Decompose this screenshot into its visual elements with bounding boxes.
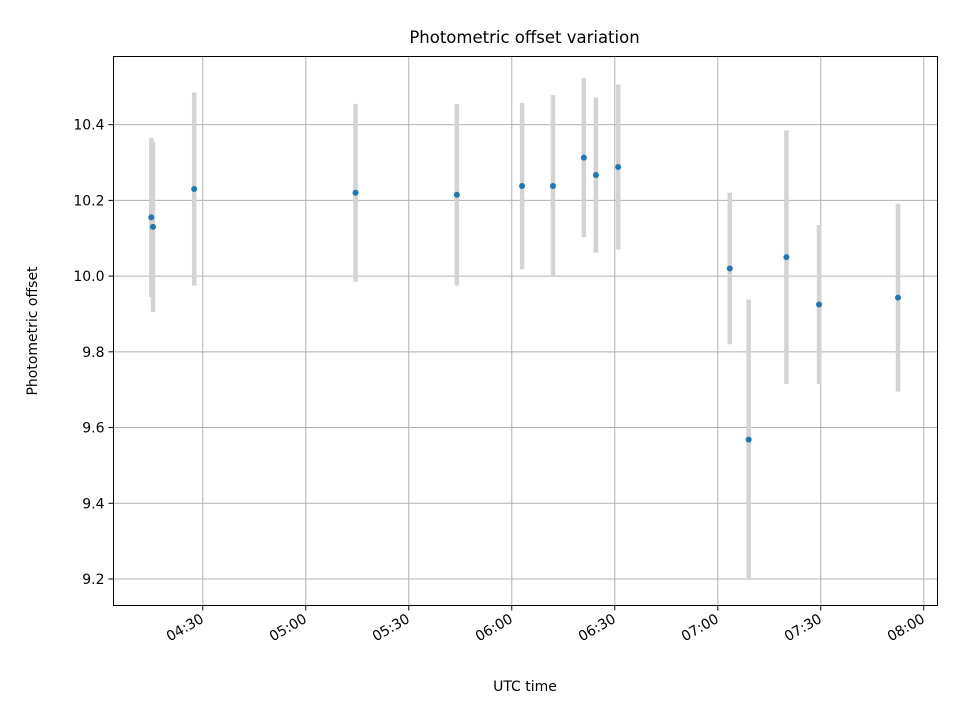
y-tick-label: 9.8 <box>82 345 104 361</box>
data-point <box>745 436 752 443</box>
data-point <box>726 265 733 272</box>
x-axis-label: UTC time <box>493 679 557 695</box>
y-tick-label: 9.6 <box>82 421 104 437</box>
data-point <box>615 164 622 171</box>
data-point <box>519 182 526 189</box>
x-tick-label: 06:30 <box>576 611 619 645</box>
data-point <box>580 154 587 161</box>
y-axis-ticks: 9.2 9.4 9.6 9.8 10.0 10.2 10.4 <box>73 118 114 588</box>
data-point <box>895 294 902 301</box>
data-point <box>148 214 155 221</box>
y-tick-label: 10.4 <box>73 118 104 134</box>
chart-title: Photometric offset variation <box>409 28 639 47</box>
data-point <box>191 186 198 193</box>
x-tick-label: 07:30 <box>782 611 825 645</box>
data-point <box>783 254 790 261</box>
x-tick-label: 05:30 <box>370 611 413 645</box>
y-axis-label: Photometric offset <box>25 266 41 396</box>
x-tick-label: 08:00 <box>885 611 928 645</box>
data-point <box>453 191 460 198</box>
x-axis-ticks: 04:30 05:00 05:30 06:00 06:30 07:00 07:30 08:00 <box>164 605 928 645</box>
grid-lines <box>113 56 938 606</box>
data-points <box>148 154 902 443</box>
data-point <box>549 182 556 189</box>
y-tick-label: 9.2 <box>82 572 104 588</box>
data-point <box>149 223 156 230</box>
data-point <box>816 301 823 308</box>
plot-frame <box>113 56 938 606</box>
data-point <box>592 172 599 179</box>
x-tick-label: 07:00 <box>679 611 722 645</box>
y-tick-label: 9.4 <box>82 496 104 512</box>
error-bars <box>149 78 901 580</box>
x-tick-label: 05:00 <box>267 611 310 645</box>
data-point <box>352 189 359 196</box>
x-tick-label: 04:30 <box>164 611 207 645</box>
y-tick-label: 10.0 <box>73 269 104 285</box>
y-tick-label: 10.2 <box>73 193 104 209</box>
x-tick-label: 06:00 <box>473 611 516 645</box>
